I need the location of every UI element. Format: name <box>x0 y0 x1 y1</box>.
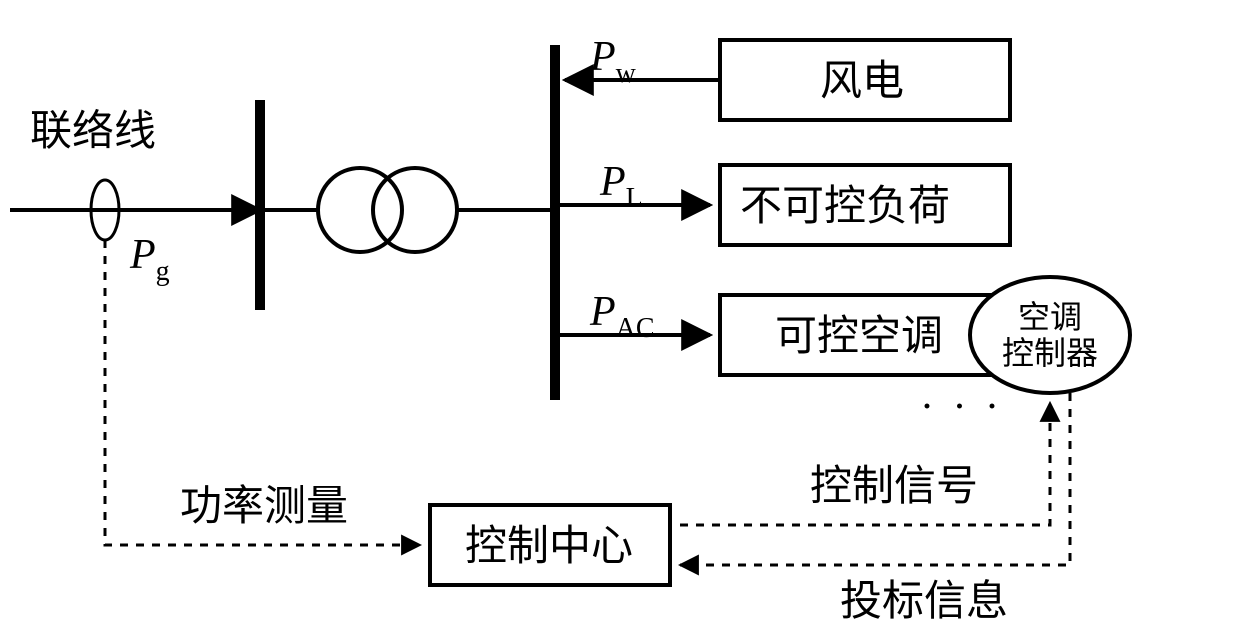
uncontrollable-load-label: 不可控负荷 <box>740 184 950 230</box>
control-center-label: 控制中心 <box>465 524 633 570</box>
ac-controller-label-l1: 空调 <box>1018 299 1082 335</box>
wind-label: 风电 <box>820 59 904 105</box>
ac-controller-label-l2: 控制器 <box>1002 335 1098 371</box>
controllable-ac-label: 可控空调 <box>775 313 943 360</box>
pg-label: Pg <box>129 232 170 287</box>
ellipsis-dots: · · · <box>920 384 1003 430</box>
transformer-icon <box>318 168 457 252</box>
control-signal-label: 控制信号 <box>810 464 978 510</box>
tie-line-label: 联络线 <box>30 108 156 155</box>
bid-info-label: 投标信息 <box>840 578 1008 625</box>
power-measurement-label: 功率测量 <box>180 483 348 530</box>
